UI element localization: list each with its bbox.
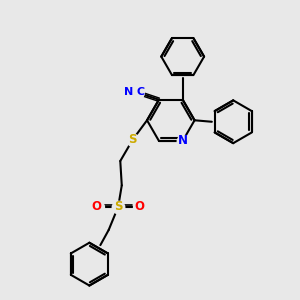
Text: O: O	[135, 200, 145, 213]
Text: S: S	[114, 200, 122, 213]
Text: N: N	[124, 87, 133, 97]
Text: S: S	[128, 133, 137, 146]
Text: C: C	[136, 87, 145, 97]
Text: N: N	[178, 134, 188, 147]
Text: O: O	[92, 200, 102, 213]
